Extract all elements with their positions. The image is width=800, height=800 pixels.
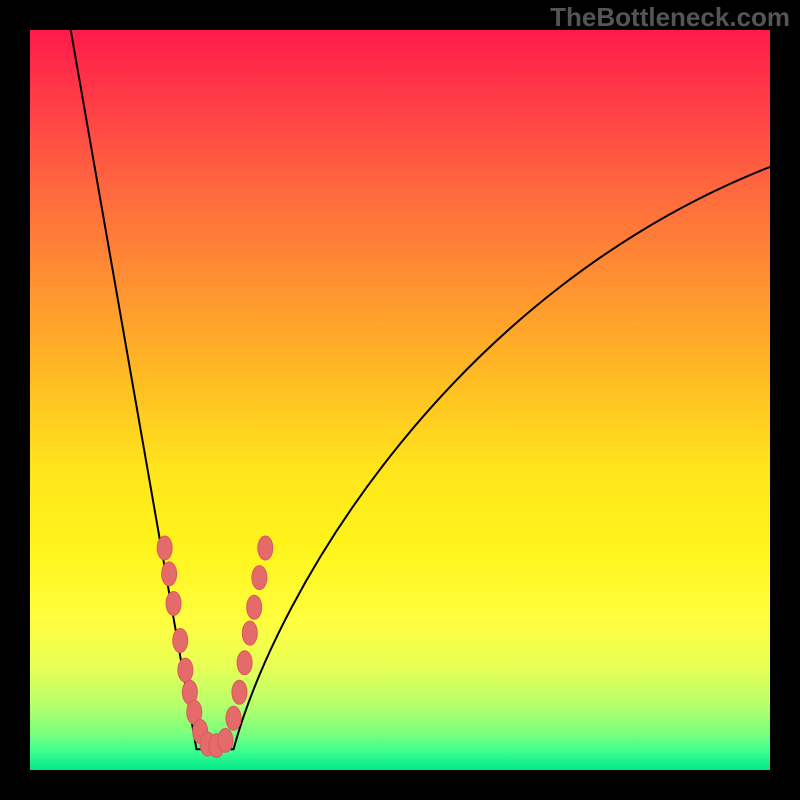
marker-point: [166, 592, 181, 616]
gradient-background: [30, 30, 770, 770]
marker-point: [162, 562, 177, 586]
marker-point: [178, 658, 193, 682]
marker-point: [218, 728, 233, 752]
marker-point: [173, 629, 188, 653]
marker-point: [226, 706, 241, 730]
marker-point: [157, 536, 172, 560]
watermark-text: TheBottleneck.com: [550, 2, 790, 33]
plot-area: [30, 30, 770, 770]
marker-point: [242, 621, 257, 645]
marker-point: [247, 595, 262, 619]
chart-frame: TheBottleneck.com: [0, 0, 800, 800]
marker-point: [252, 566, 267, 590]
marker-point: [232, 680, 247, 704]
marker-point: [237, 651, 252, 675]
marker-point: [258, 536, 273, 560]
